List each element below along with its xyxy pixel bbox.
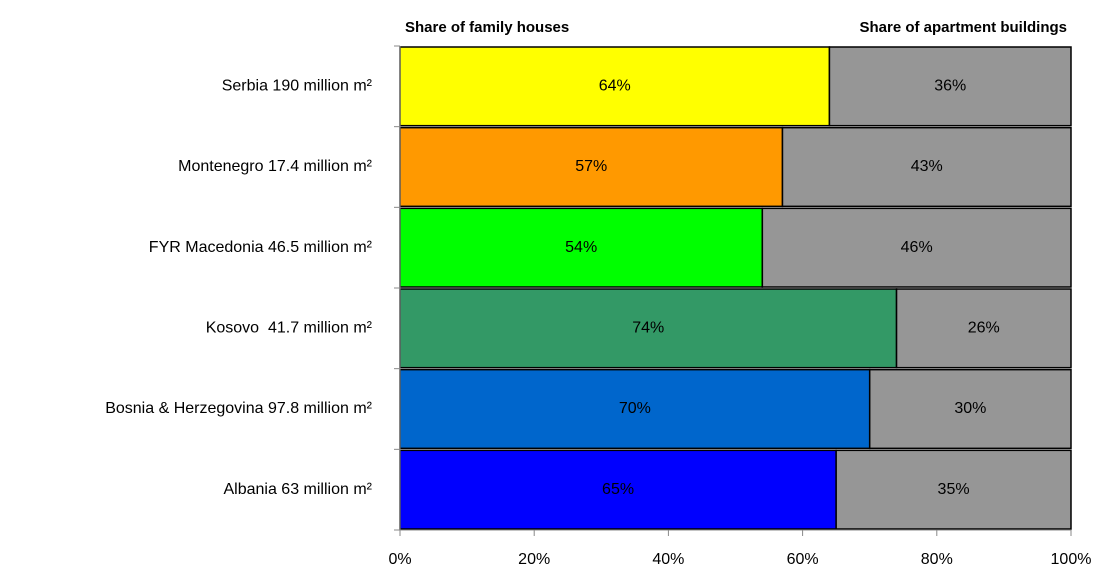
x-tick-label: 0% bbox=[388, 551, 411, 568]
bar-segment bbox=[835, 449, 1072, 530]
x-tick-label: 100% bbox=[1051, 551, 1092, 568]
data-label: 64% bbox=[599, 78, 631, 95]
category-label: Serbia 190 million m² bbox=[222, 78, 373, 95]
data-label: 35% bbox=[938, 481, 970, 498]
data-label: 54% bbox=[565, 239, 597, 256]
bar-segment bbox=[399, 288, 898, 369]
bar-segment bbox=[399, 46, 831, 127]
bar-segment bbox=[895, 288, 1072, 369]
data-label: 30% bbox=[954, 400, 986, 417]
category-label: Albania 63 million m² bbox=[223, 481, 372, 498]
bar-segment bbox=[781, 126, 1072, 208]
category-label: Kosovo 41.7 million m² bbox=[206, 320, 373, 337]
data-label: 74% bbox=[632, 320, 664, 337]
bar-segment bbox=[868, 368, 1072, 450]
x-tick-label: 20% bbox=[518, 551, 550, 568]
data-label: 46% bbox=[901, 239, 933, 256]
data-label: 70% bbox=[619, 400, 651, 417]
data-label: 26% bbox=[968, 320, 1000, 337]
category-label: FYR Macedonia 46.5 million m² bbox=[149, 239, 373, 256]
bar-segment bbox=[399, 207, 764, 288]
data-label: 65% bbox=[602, 481, 634, 498]
category-label: Bosnia & Herzegovina 97.8 million m² bbox=[105, 400, 372, 417]
series-header: Share of family houses bbox=[405, 19, 569, 36]
bar-segment bbox=[761, 207, 1072, 288]
x-tick-label: 40% bbox=[652, 551, 684, 568]
bar-segment bbox=[399, 126, 784, 208]
x-tick-label: 60% bbox=[787, 551, 819, 568]
series-header: Share of apartment buildings bbox=[859, 19, 1067, 36]
bar-segment bbox=[828, 46, 1072, 127]
category-label: Montenegro 17.4 million m² bbox=[178, 158, 373, 175]
x-tick-label: 80% bbox=[921, 551, 953, 568]
data-label: 57% bbox=[575, 158, 607, 175]
data-label: 43% bbox=[911, 158, 943, 175]
data-label: 36% bbox=[934, 78, 966, 95]
